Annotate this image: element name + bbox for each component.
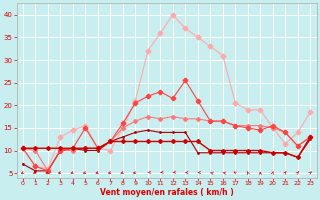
X-axis label: Vent moyen/en rafales ( km/h ): Vent moyen/en rafales ( km/h ) — [100, 188, 234, 197]
